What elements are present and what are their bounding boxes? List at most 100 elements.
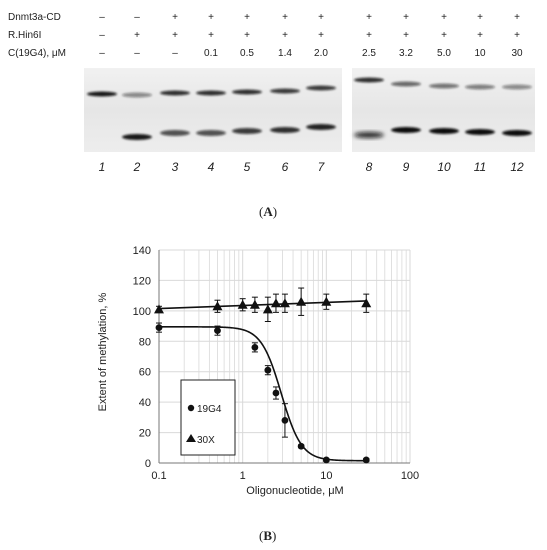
gel-right-segment bbox=[352, 68, 535, 152]
marker-30x bbox=[154, 304, 164, 314]
lower-band bbox=[270, 127, 300, 133]
upper-band bbox=[196, 90, 226, 96]
upper-band bbox=[270, 88, 300, 94]
upper-band bbox=[122, 92, 152, 98]
x-tick-label: 1 bbox=[240, 470, 246, 482]
condition-cell: + bbox=[208, 30, 214, 41]
condition-cell: + bbox=[477, 12, 483, 23]
condition-cell: + bbox=[208, 12, 214, 23]
condition-cell: 5.0 bbox=[437, 48, 451, 59]
lane-number: 12 bbox=[510, 160, 524, 174]
legend-box bbox=[180, 379, 236, 456]
condition-row-label: Dnmt3a-CD bbox=[8, 12, 61, 23]
condition-cell: 1.4 bbox=[278, 48, 292, 59]
fit-line-30x bbox=[158, 300, 367, 310]
marker-19g4 bbox=[251, 343, 259, 351]
condition-cell: – bbox=[99, 48, 105, 59]
condition-cell: 2.5 bbox=[362, 48, 376, 59]
condition-cell: + bbox=[244, 30, 250, 41]
condition-cell: + bbox=[514, 12, 520, 23]
upper-band bbox=[429, 83, 459, 89]
upper-band bbox=[354, 77, 384, 83]
y-tick-label: 40 bbox=[139, 397, 151, 409]
fit-curves bbox=[158, 300, 367, 462]
upper-band bbox=[232, 89, 262, 95]
lane-number: 5 bbox=[243, 160, 251, 174]
marker-19g4 bbox=[362, 456, 370, 464]
condition-cell: + bbox=[318, 12, 324, 23]
condition-cell: + bbox=[514, 30, 520, 41]
marker-19g4 bbox=[322, 456, 330, 464]
lower-band bbox=[196, 130, 226, 136]
marker-30x bbox=[321, 296, 332, 306]
condition-cell: – bbox=[134, 48, 140, 59]
lane-number: 6 bbox=[281, 160, 289, 174]
lower-band bbox=[306, 124, 336, 130]
gel-image bbox=[84, 68, 535, 152]
condition-cell: – bbox=[134, 12, 140, 23]
condition-cell: + bbox=[172, 12, 178, 23]
upper-band bbox=[465, 84, 495, 90]
condition-cell: – bbox=[99, 12, 105, 23]
condition-cell: + bbox=[366, 30, 372, 41]
marker-30x bbox=[212, 301, 223, 311]
condition-cell: 3.2 bbox=[399, 48, 413, 59]
y-tick-label: 80 bbox=[139, 336, 151, 348]
lower-band bbox=[429, 128, 459, 134]
lane-number: 1 bbox=[98, 160, 106, 174]
panel-b-label: (B) bbox=[259, 528, 277, 543]
condition-cell: + bbox=[403, 12, 409, 23]
lower-band bbox=[502, 130, 532, 136]
upper-band bbox=[502, 84, 532, 90]
lower-band bbox=[160, 130, 190, 136]
inhibition-chart: 0 20 40 60 80 100 120 140 0.1 1 10 100 19G4 30X Olig… bbox=[97, 245, 420, 497]
marker-19g4 bbox=[155, 324, 163, 331]
lane-number: 4 bbox=[207, 160, 215, 174]
legend-marker-19g4 bbox=[187, 404, 195, 412]
condition-cell: + bbox=[441, 30, 447, 41]
marker-19g4 bbox=[297, 442, 305, 450]
condition-row-label: C(19G4), μM bbox=[8, 48, 66, 59]
condition-cell: + bbox=[318, 30, 324, 41]
condition-cell: + bbox=[403, 30, 409, 41]
upper-band bbox=[391, 81, 421, 87]
x-tick-label: 10 bbox=[320, 470, 332, 482]
chart-legend: 19G4 30X bbox=[180, 379, 236, 456]
condition-cell: – bbox=[172, 48, 178, 59]
upper-band bbox=[160, 90, 190, 96]
legend-label-30x: 30X bbox=[197, 435, 215, 446]
x-axis-label: Oligonucleotide, μM bbox=[246, 485, 343, 497]
marker-19g4 bbox=[281, 417, 289, 424]
lane-number: 10 bbox=[437, 160, 451, 174]
y-axis-label: Extent of methylation, % bbox=[97, 292, 109, 411]
marker-30x bbox=[262, 304, 273, 314]
data-markers bbox=[154, 296, 372, 464]
legend-label-19g4: 19G4 bbox=[197, 404, 222, 415]
y-tick-label: 0 bbox=[145, 458, 151, 470]
panel-a-label: (A) bbox=[259, 204, 278, 219]
condition-cell: 0.1 bbox=[204, 48, 218, 59]
condition-cell: – bbox=[99, 30, 105, 41]
lower-band bbox=[232, 128, 262, 134]
y-tick-label: 60 bbox=[139, 367, 151, 379]
gel-bands bbox=[87, 77, 532, 140]
condition-cell: 0.5 bbox=[240, 48, 254, 59]
y-tick-label: 120 bbox=[133, 275, 151, 287]
marker-30x bbox=[279, 298, 290, 308]
condition-row-label: R.Hin6I bbox=[8, 30, 42, 41]
marker-19g4 bbox=[264, 366, 272, 374]
chart-axes: 0 20 40 60 80 100 120 140 0.1 1 10 100 bbox=[133, 245, 420, 482]
lower-band bbox=[465, 129, 495, 135]
lane-number: 3 bbox=[171, 160, 179, 174]
x-tick-label: 0.1 bbox=[151, 470, 166, 482]
fit-curve-19g4 bbox=[159, 326, 367, 462]
lane-number: 7 bbox=[317, 160, 325, 174]
condition-cell: + bbox=[477, 30, 483, 41]
upper-band bbox=[87, 91, 117, 97]
marker-30x bbox=[296, 296, 307, 306]
y-tick-label: 100 bbox=[133, 306, 151, 318]
condition-cell: 2.0 bbox=[314, 48, 328, 59]
lane-number: 2 bbox=[133, 160, 141, 174]
condition-cell: + bbox=[134, 30, 140, 41]
y-tick-label: 140 bbox=[133, 245, 151, 257]
